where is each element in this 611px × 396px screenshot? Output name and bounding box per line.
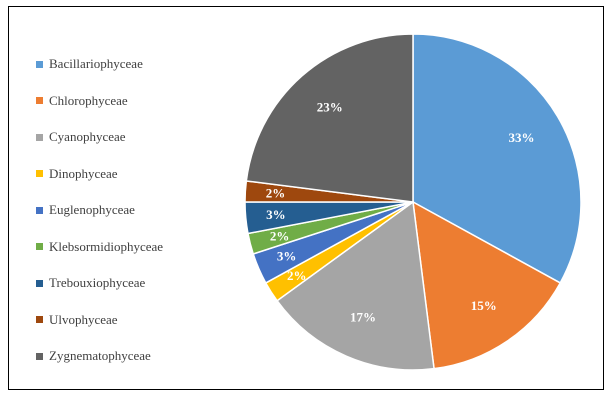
legend-swatch-zygnematophyceae (36, 352, 43, 360)
legend-label-euglenophyceae: Euglenophyceae (49, 202, 135, 218)
chart-legend: Bacillariophyceae Chlorophyceae Cyanophy… (36, 46, 226, 375)
pie-slice-bacillariophyceae (412, 33, 582, 284)
pie-label-ulvophyceae: 2% (266, 185, 286, 200)
legend-swatch-bacillariophyceae (36, 60, 43, 68)
legend-item-bacillariophyceae: Bacillariophyceae (36, 46, 226, 83)
legend-swatch-cyanophyceae (36, 133, 43, 141)
pie-slice-zygnematophyceae (245, 33, 414, 203)
legend-label-zygnematophyceae: Zygnematophyceae (49, 348, 151, 364)
legend-item-chlorophyceae: Chlorophyceae (36, 83, 226, 120)
pie-label-klebsormidiophyceae: 2% (270, 228, 290, 243)
legend-item-klebsormidiophyceae: Klebsormidiophyceae (36, 229, 226, 266)
pie-label-chlorophyceae: 15% (471, 298, 497, 313)
legend-item-trebouxiophyceae: Trebouxiophyceae (36, 265, 226, 302)
legend-swatch-euglenophyceae (36, 206, 43, 214)
legend-swatch-trebouxiophyceae (36, 279, 43, 287)
legend-label-klebsormidiophyceae: Klebsormidiophyceae (49, 238, 164, 254)
pie-label-dinophyceae: 2% (287, 268, 307, 283)
legend-label-chlorophyceae: Chlorophyceae (49, 92, 128, 108)
legend-item-cyanophyceae: Cyanophyceae (36, 119, 226, 156)
pie-label-euglenophyceae: 3% (277, 249, 297, 264)
legend-item-euglenophyceae: Euglenophyceae (36, 192, 226, 229)
pie-slice-chlorophyceae (412, 200, 562, 370)
legend-item-ulvophyceae: Ulvophyceae (36, 302, 226, 339)
legend-label-cyanophyceae: Cyanophyceae (49, 129, 126, 145)
legend-item-zygnematophyceae: Zygnematophyceae (36, 338, 226, 375)
pie-label-bacillariophyceae: 33% (509, 130, 535, 145)
legend-swatch-ulvophyceae (36, 316, 43, 324)
legend-item-dinophyceae: Dinophyceae (36, 156, 226, 193)
legend-swatch-klebsormidiophyceae (36, 243, 43, 251)
legend-swatch-dinophyceae (36, 170, 43, 178)
pie-label-zygnematophyceae: 23% (317, 100, 343, 115)
pie-label-cyanophyceae: 17% (350, 310, 376, 325)
pie-label-trebouxiophyceae: 3% (266, 207, 286, 222)
legend-label-bacillariophyceae: Bacillariophyceae (49, 56, 143, 72)
legend-label-dinophyceae: Dinophyceae (49, 165, 118, 181)
pie-slice-cyanophyceae (276, 200, 435, 371)
legend-swatch-chlorophyceae (36, 97, 43, 105)
legend-label-trebouxiophyceae: Trebouxiophyceae (49, 275, 146, 291)
legend-label-ulvophyceae: Ulvophyceae (49, 311, 118, 327)
